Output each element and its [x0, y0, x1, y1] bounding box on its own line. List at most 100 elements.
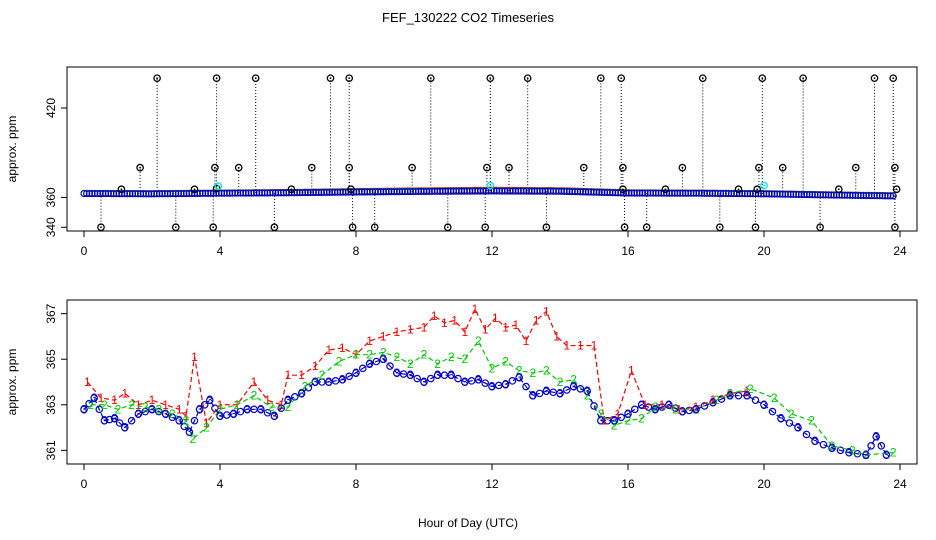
baseline-point-blue — [797, 191, 805, 199]
baseline-point-blue — [204, 189, 212, 197]
baseline-point-blue — [458, 187, 466, 195]
spike-point-center — [486, 166, 488, 169]
bottom-x-tick-label: 4 — [217, 477, 224, 491]
series-3-marker: 3 — [312, 375, 319, 389]
series-3-circle — [270, 412, 279, 420]
baseline-point-blue — [417, 188, 425, 196]
series-3-marker: 3 — [727, 389, 734, 403]
baseline-point-blue — [236, 189, 244, 197]
series-3-circle — [284, 396, 292, 405]
baseline-point-blue — [452, 187, 460, 195]
series-3-marker: 3 — [461, 375, 468, 389]
baseline-point-blue — [374, 188, 382, 196]
series-3-circle — [134, 410, 143, 418]
cyan-point — [486, 181, 495, 190]
series-2-marker: 2 — [189, 432, 196, 446]
baseline-point-blue — [474, 187, 482, 195]
chart-title: FEF_130222 CO2 Timeseries — [382, 10, 554, 25]
baseline-point-blue — [536, 187, 544, 195]
series-3-circle — [365, 359, 374, 368]
baseline-point-blue — [746, 190, 754, 198]
baseline-point-blue — [185, 190, 193, 198]
baseline-point-blue — [420, 187, 428, 195]
bottom-x-tick-label: 8 — [353, 477, 360, 491]
baseline-point-blue — [771, 190, 779, 198]
series-3-marker: 3 — [502, 377, 509, 391]
baseline-point-blue — [776, 190, 784, 198]
series-3-circle — [508, 377, 517, 385]
series-3-marker: 3 — [217, 409, 224, 423]
series-3-marker: 3 — [271, 409, 278, 423]
baseline-point-blue — [102, 190, 110, 198]
baseline-point-blue — [439, 187, 447, 195]
baseline-point-blue — [862, 192, 870, 200]
baseline-point-blue — [212, 189, 220, 197]
baseline-point-blue — [722, 190, 730, 198]
baseline-point-blue — [787, 190, 795, 198]
series-3-marker: 3 — [475, 373, 482, 387]
baseline-point-blue — [123, 190, 131, 198]
baseline-point-blue — [754, 190, 762, 198]
series-3-circle — [358, 364, 367, 373]
series-3-marker: 3 — [611, 414, 618, 428]
series-3-marker: 3 — [186, 425, 193, 439]
baseline-point-blue — [482, 187, 490, 195]
spike-point — [758, 74, 767, 83]
series-1-marker: 1 — [285, 368, 292, 382]
spike-point-center — [526, 77, 529, 80]
spike-point — [816, 223, 824, 232]
series-1-marker: 1 — [217, 398, 224, 412]
series-1-marker: 1 — [98, 391, 105, 405]
series-3-marker: 3 — [597, 414, 604, 428]
baseline-point-blue — [816, 191, 824, 199]
baseline-point-blue — [822, 191, 830, 199]
spike-point — [426, 74, 435, 83]
baseline-point-blue — [255, 189, 263, 197]
baseline-point-blue — [239, 189, 247, 197]
series-1-marker: 1 — [183, 409, 190, 423]
spike-point-center — [892, 77, 895, 80]
series-1-marker: 1 — [441, 316, 448, 330]
series-3-circle — [515, 373, 524, 382]
baseline-point-blue — [641, 189, 649, 197]
baseline-point-blue — [730, 190, 738, 198]
series-1-marker: 1 — [659, 398, 666, 412]
spike-point — [755, 163, 763, 172]
series-2-marker: 2 — [890, 446, 897, 460]
series-3-marker: 3 — [652, 402, 659, 416]
series-3-marker: 3 — [325, 375, 332, 389]
series-3-circle — [115, 419, 124, 427]
series-1-marker: 1 — [393, 325, 400, 339]
baseline-point-blue — [80, 190, 88, 198]
spike-point-center — [429, 77, 432, 80]
series-3-marker: 3 — [489, 380, 496, 394]
series-2-marker: 2 — [502, 355, 509, 369]
baseline-point-blue — [601, 189, 609, 197]
top-panel: approx. ppm 0 4 8 12 16 20 24 340 360 420 — [5, 66, 918, 258]
series-3-circle — [141, 407, 150, 416]
series-2-marker: 2 — [638, 411, 645, 425]
baseline-point-blue — [706, 189, 714, 197]
baseline-point-blue — [207, 189, 215, 197]
baseline-point-blue — [99, 190, 107, 198]
series-1-marker: 1 — [339, 341, 346, 355]
baseline-point-blue — [860, 192, 868, 200]
series-2-marker: 2 — [87, 398, 94, 412]
baseline-point-blue — [509, 187, 517, 195]
baseline-point-blue — [231, 189, 239, 197]
baseline-point-blue — [714, 189, 722, 197]
baseline-point-blue — [134, 190, 142, 198]
spike-point-center — [310, 166, 313, 169]
baseline-point-blue — [660, 189, 668, 197]
series-3-marker: 3 — [393, 366, 400, 380]
series-3-marker: 3 — [693, 402, 700, 416]
baseline-point-blue — [336, 188, 344, 196]
series-1-marker: 1 — [482, 323, 489, 337]
baseline-point-blue — [156, 190, 164, 198]
series-3-circle — [406, 371, 415, 379]
top-y-tick-label: 420 — [44, 98, 58, 118]
bottom-y-tick-label: 361 — [44, 440, 58, 460]
series-3-circle — [522, 382, 530, 391]
baseline-point-blue — [393, 188, 401, 196]
